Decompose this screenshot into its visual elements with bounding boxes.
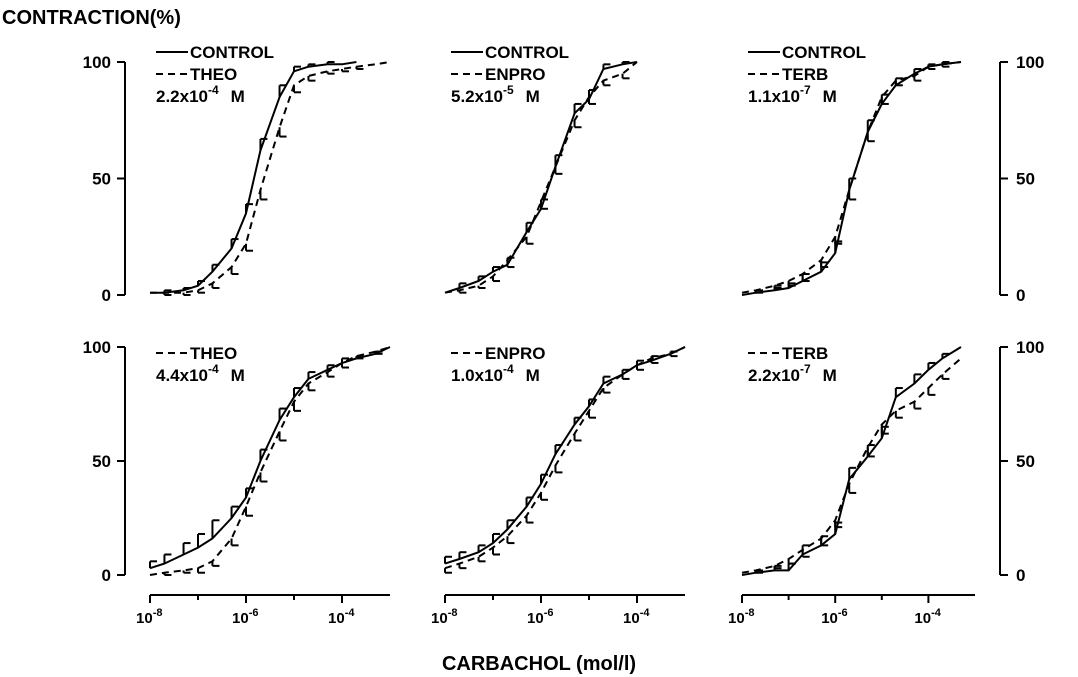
legend-concentration: 5.2x10-5 M [451, 83, 540, 106]
x-axis-title: CARBACHOL (mol/l) [442, 653, 636, 675]
legend-label: CONTROL [782, 43, 866, 62]
x-tick-label: 10-4 [914, 607, 941, 627]
y-tick-label: 50 [92, 452, 111, 471]
series-line-control [444, 346, 686, 565]
y-tick-label: 100 [83, 338, 111, 357]
series-line-control [150, 61, 357, 294]
legend-concentration: 4.4x10-4 M [156, 362, 245, 385]
legend-label: ENPRO [485, 65, 545, 84]
series-line-terb [741, 61, 962, 294]
x-tick-label: 10-4 [623, 607, 650, 627]
legend-concentration: 2.2x10-4 M [156, 83, 245, 106]
legend-label: CONTROL [190, 43, 274, 62]
y-tick-label: 100 [1016, 53, 1044, 72]
series-line-theo [149, 346, 391, 576]
x-tick-label: 10-6 [232, 607, 258, 627]
legend-concentration: 1.1x10-7 M [748, 83, 837, 106]
y-tick-label: 0 [102, 566, 111, 585]
y-tick-label: 0 [1016, 566, 1025, 585]
y-tick-label: 100 [1016, 338, 1044, 357]
legend-label: TERB [782, 65, 828, 84]
y-axis-title: CONTRACTION(%) [2, 7, 181, 29]
legend-label: THEO [190, 344, 237, 363]
y-tick-label: 0 [1016, 286, 1025, 305]
y-tick-label: 100 [83, 53, 111, 72]
legend-label: TERB [782, 344, 828, 363]
x-tick-label: 10-8 [431, 607, 457, 627]
legend-label: THEO [190, 65, 237, 84]
x-tick-label: 10-8 [136, 607, 162, 627]
y-tick-label: 50 [1016, 452, 1035, 471]
y-tick-label: 50 [1016, 170, 1035, 189]
legend-concentration: 1.0x10-4 M [451, 362, 540, 385]
x-tick-label: 10-8 [728, 607, 754, 627]
legend-label: ENPRO [485, 344, 545, 363]
series-line-control [149, 346, 391, 570]
x-tick-label: 10-6 [527, 607, 553, 627]
x-tick-label: 10-6 [821, 607, 847, 627]
x-tick-label: 10-4 [328, 607, 355, 627]
series-line-theo [150, 61, 391, 294]
y-tick-label: 0 [102, 286, 111, 305]
series-line-enpro [444, 61, 638, 294]
y-tick-label: 50 [92, 170, 111, 189]
legend-concentration: 2.2x10-7 M [748, 362, 837, 385]
legend-label: CONTROL [485, 43, 569, 62]
